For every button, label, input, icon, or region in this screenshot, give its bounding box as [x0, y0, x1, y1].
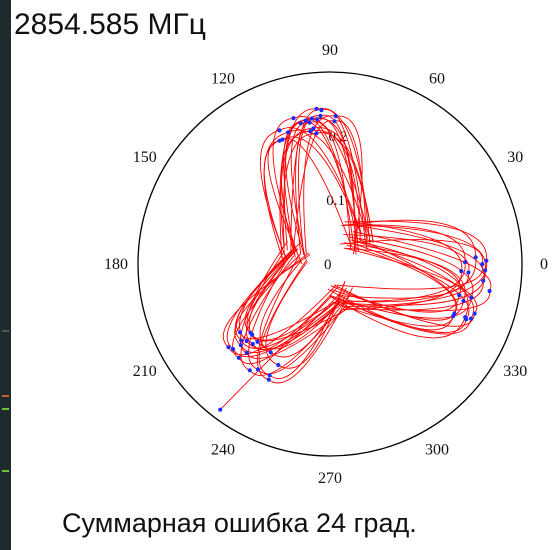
angular-tick-210: 210 [133, 363, 157, 380]
angular-tick-90: 90 [322, 42, 338, 59]
frequency-title: 2854.585 МГц [14, 8, 206, 41]
data-point [480, 262, 485, 267]
data-point [318, 113, 323, 118]
edge-mark [2, 470, 9, 472]
angular-tick-60: 60 [429, 71, 445, 88]
trace-outlier-line [219, 295, 333, 411]
data-point [303, 118, 308, 123]
data-point [307, 120, 312, 125]
data-point [311, 126, 316, 131]
data-point [469, 295, 474, 300]
data-point [239, 338, 244, 343]
data-point [266, 377, 271, 382]
data-point [315, 117, 320, 122]
angular-tick-120: 120 [211, 71, 235, 88]
data-point [472, 311, 477, 316]
angular-tick-300: 300 [425, 441, 449, 458]
data-point [314, 106, 319, 111]
data-point [250, 341, 255, 347]
data-point [244, 350, 249, 356]
data-point [231, 347, 236, 352]
data-point [483, 268, 488, 273]
polar-outer-circle [137, 71, 523, 457]
data-point [250, 332, 255, 337]
angular-tick-330: 330 [503, 363, 527, 380]
data-point [468, 316, 474, 321]
data-point [481, 278, 486, 283]
data-point [276, 362, 281, 368]
left-panel-edge [0, 0, 11, 550]
edge-mark [2, 330, 9, 332]
angular-tick-180: 180 [104, 256, 128, 273]
data-point [484, 258, 489, 263]
data-point [314, 131, 319, 136]
data-point [466, 270, 471, 275]
data-point [298, 121, 303, 126]
edge-mark [2, 395, 9, 397]
data-point [236, 355, 241, 360]
data-point [267, 373, 272, 378]
data-point [309, 116, 314, 121]
data-point [473, 255, 478, 260]
data-point [218, 407, 223, 412]
radial-tick-0: 0 [324, 257, 332, 273]
data-point [286, 130, 291, 135]
data-point [308, 129, 313, 134]
data-point [277, 138, 282, 143]
data-point [255, 367, 260, 372]
trace-loop [297, 114, 357, 256]
data-point [457, 293, 462, 298]
data-point [268, 350, 273, 355]
angular-tick-150: 150 [133, 149, 157, 166]
data-point [238, 330, 243, 335]
data-point [291, 116, 296, 121]
data-point [247, 368, 252, 373]
angular-tick-labels: 0 30 60 90 120 150 180 210 240 270 300 330 [104, 42, 548, 487]
data-point [461, 298, 466, 304]
angular-tick-240: 240 [211, 441, 235, 458]
data-markers [218, 106, 492, 412]
error-caption: Суммарная ошибка 24 град. [62, 508, 417, 538]
angular-tick-0: 0 [540, 256, 548, 273]
data-point [452, 311, 457, 316]
angular-tick-30: 30 [507, 149, 523, 166]
data-point [277, 128, 282, 133]
data-point [238, 343, 243, 348]
angular-tick-270: 270 [318, 470, 342, 487]
data-point [332, 119, 337, 124]
data-point [462, 260, 468, 265]
data-point [487, 288, 492, 294]
data-point [226, 345, 231, 350]
data-point [459, 269, 464, 274]
data-point [244, 338, 249, 344]
data-point [333, 114, 338, 119]
data-point [463, 315, 468, 320]
data-point [319, 108, 324, 113]
trace-loop [343, 224, 486, 306]
edge-mark [2, 408, 9, 410]
data-point [255, 339, 260, 344]
trace-lines [219, 107, 492, 411]
